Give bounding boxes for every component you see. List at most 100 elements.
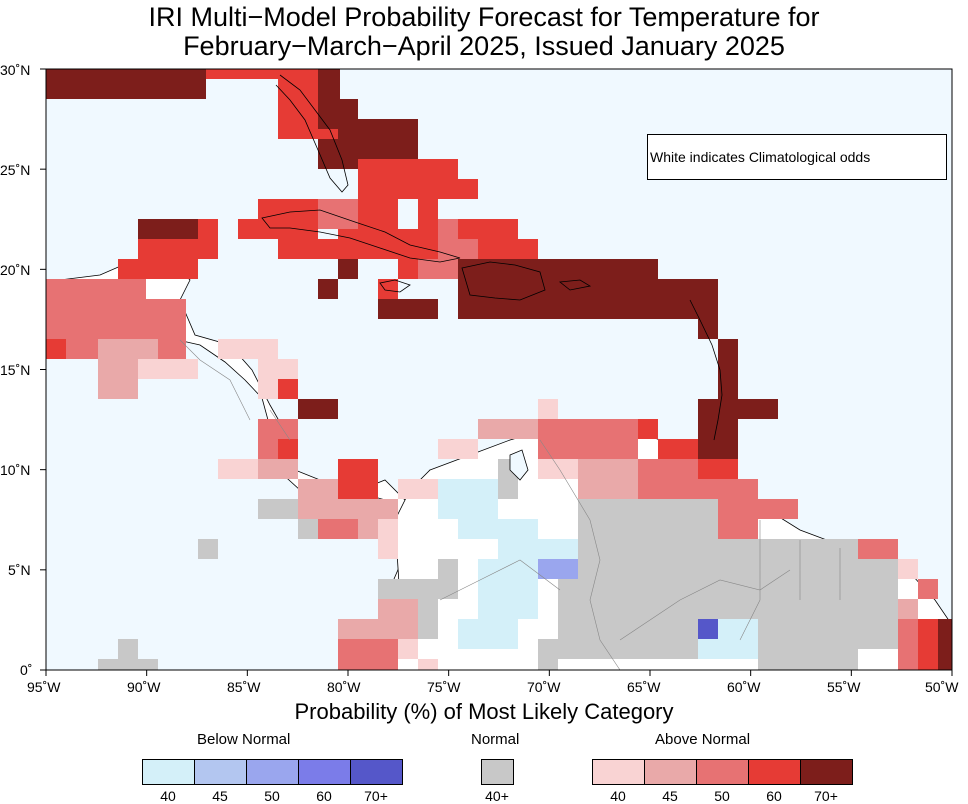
probability-cell — [206, 69, 281, 79]
below-normal-swatch-2 — [194, 759, 247, 785]
probability-cell — [318, 139, 358, 169]
probability-cell — [898, 559, 918, 579]
legend-normal-title: Normal — [471, 731, 520, 748]
probability-cell — [578, 499, 598, 539]
probability-cell — [458, 179, 478, 199]
above-normal-label-5: 70+ — [814, 788, 838, 804]
probability-cell — [698, 619, 718, 639]
probability-cell — [298, 519, 318, 539]
probability-cell — [458, 219, 478, 239]
below-normal-swatch-5 — [350, 759, 403, 785]
lat-tick-25n: 25˚N — [0, 162, 31, 178]
probability-cell — [858, 539, 898, 559]
above-normal-label-2: 45 — [662, 788, 678, 804]
probability-cell — [738, 399, 778, 419]
lat-tick-0: 0˚ — [20, 662, 33, 678]
coast-cuba — [261, 209, 461, 263]
lon-tick-55w: 55˚W — [827, 679, 861, 695]
below-normal-label-2: 45 — [212, 788, 228, 804]
below-normal-swatch-3 — [246, 759, 299, 785]
probability-cell — [378, 299, 438, 319]
probability-cell — [46, 339, 66, 359]
coast-florida — [275, 74, 349, 193]
probability-cell — [178, 359, 198, 379]
probability-cell — [898, 619, 918, 670]
below-normal-label-4: 60 — [316, 788, 332, 804]
probability-cell — [278, 239, 338, 259]
probability-cell — [418, 619, 438, 639]
coast-jamaica — [379, 279, 411, 293]
lon-tick-80w: 80˚W — [327, 679, 361, 695]
probability-cell — [298, 499, 338, 519]
probability-cell — [338, 619, 378, 639]
probability-cell — [558, 579, 698, 659]
probability-cell — [258, 459, 298, 479]
probability-cell — [718, 339, 738, 399]
below-normal-swatch-4 — [298, 759, 351, 785]
lake-maracaibo — [509, 449, 529, 481]
probability-cell — [758, 559, 898, 649]
probability-cell — [358, 639, 398, 670]
probability-cell — [698, 599, 758, 619]
probability-cell — [898, 599, 918, 619]
probability-cell — [278, 379, 298, 399]
below-normal-swatch-1 — [142, 759, 195, 785]
probability-cell — [258, 199, 318, 239]
probability-cell — [398, 639, 418, 659]
probability-cell — [458, 519, 538, 539]
probability-cell — [698, 459, 738, 479]
lon-tick-50w: 50˚W — [925, 679, 959, 695]
probability-cell — [98, 659, 158, 670]
probability-cell — [698, 299, 718, 339]
above-normal-label-3: 50 — [714, 788, 730, 804]
probability-cell — [698, 399, 738, 459]
climatology-note: White indicates Climatological odds — [647, 134, 947, 180]
probability-cell — [238, 219, 258, 239]
probability-cell — [938, 619, 952, 670]
above-normal-swatch-2 — [644, 759, 697, 785]
probability-cell — [538, 419, 638, 459]
probability-cell — [578, 459, 638, 499]
probability-cell — [818, 639, 858, 670]
probability-cell — [338, 639, 358, 670]
probability-cell — [758, 499, 798, 519]
lon-tick-60w: 60˚W — [727, 679, 761, 695]
normal-swatch-1 — [481, 759, 514, 785]
probability-cell — [538, 459, 578, 479]
lon-tick-95w: 95˚W — [27, 679, 61, 695]
probability-cell — [658, 439, 698, 459]
probability-cell — [318, 279, 338, 299]
lat-tick-20n: 20˚N — [0, 262, 31, 278]
above-normal-swatch-5 — [800, 759, 853, 785]
probability-cell — [98, 379, 138, 399]
probability-cell — [198, 219, 218, 259]
coast-hispaniola — [461, 261, 546, 301]
above-normal-swatch-1 — [592, 759, 645, 785]
probability-cell — [198, 539, 218, 559]
lon-tick-70w: 70˚W — [527, 679, 561, 695]
below-normal-label-1: 40 — [160, 788, 176, 804]
coast-puerto-rico — [558, 279, 592, 291]
lon-tick-85w: 85˚W — [227, 679, 261, 695]
probability-cell — [438, 439, 478, 459]
probability-cell — [98, 79, 178, 99]
above-normal-label-1: 40 — [610, 788, 626, 804]
probability-cell — [218, 339, 278, 359]
probability-cell — [46, 279, 146, 299]
above-normal-swatch-3 — [696, 759, 749, 785]
below-normal-label-3: 50 — [264, 788, 280, 804]
lat-tick-10n: 10˚N — [0, 462, 31, 478]
legend-below-normal-title: Below Normal — [197, 731, 291, 748]
probability-cell — [418, 199, 438, 239]
country-borders — [179, 339, 841, 671]
probability-cell — [478, 559, 538, 619]
probability-cell — [758, 639, 818, 670]
probability-cell — [298, 479, 338, 499]
lon-tick-65w: 65˚W — [627, 679, 661, 695]
probability-cell — [338, 459, 378, 499]
probability-cell — [418, 159, 458, 199]
probability-cell — [438, 559, 458, 599]
probability-cell — [538, 399, 558, 419]
above-normal-label-4: 60 — [766, 788, 782, 804]
